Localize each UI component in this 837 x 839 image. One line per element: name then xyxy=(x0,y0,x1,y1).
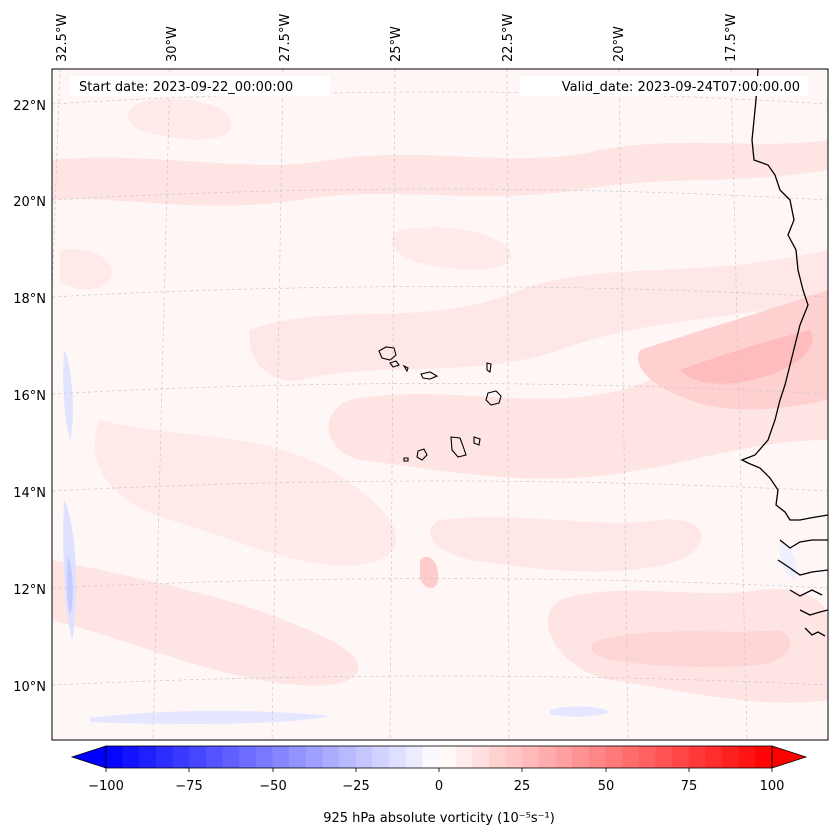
colorbar-segment xyxy=(372,746,390,768)
colorbar-segment xyxy=(289,746,307,768)
cbar-tick-label: −25 xyxy=(342,779,369,794)
colorbar-segment xyxy=(622,746,640,768)
colorbar-segment xyxy=(272,746,290,768)
lon-label-22-5w: 22.5°W xyxy=(501,14,516,62)
colorbar-segment xyxy=(688,746,706,768)
colorbar-segment xyxy=(605,746,623,768)
colorbar-segment xyxy=(572,746,590,768)
valid-date-label: Valid_date: 2023-09-24T07:00:00.00 xyxy=(562,80,800,95)
cbar-tick-label: 100 xyxy=(760,779,785,794)
graticule xyxy=(52,69,828,740)
longitude-labels: 32.5°W 30°W 27.5°W 25°W 22.5°W 20°W 17.5… xyxy=(55,14,739,62)
colorbar-segment xyxy=(122,746,140,768)
colorbar-segment xyxy=(755,746,773,768)
cbar-tick-label: −75 xyxy=(175,779,202,794)
lat-label-22n: 22°N xyxy=(13,99,46,114)
colorbar-segments xyxy=(106,746,773,768)
colorbar-segment xyxy=(455,746,473,768)
cbar-tick-label: 25 xyxy=(514,779,531,794)
lon-label-27-5w: 27.5°W xyxy=(278,14,293,62)
lon-label-25w: 25°W xyxy=(389,26,404,62)
positive-vorticity-contours xyxy=(52,99,828,703)
colorbar-segment xyxy=(389,746,407,768)
latitude-labels: 22°N 20°N 18°N 16°N 14°N 12°N 10°N xyxy=(13,99,46,695)
colorbar: −100 −75 −50 −25 0 25 50 75 100 925 hPa … xyxy=(70,745,808,826)
colorbar-segment xyxy=(672,746,690,768)
colorbar-segment xyxy=(505,746,523,768)
colorbar-segment xyxy=(139,746,157,768)
colorbar-ticks xyxy=(105,768,773,772)
colorbar-segment xyxy=(488,746,507,768)
cbar-tick-label: 0 xyxy=(435,779,443,794)
colorbar-segment xyxy=(722,746,740,768)
colorbar-tick-labels: −100 −75 −50 −25 0 25 50 75 100 xyxy=(88,779,784,794)
colorbar-segment xyxy=(422,746,440,768)
lat-label-10n: 10°N xyxy=(13,680,46,695)
colorbar-segment xyxy=(339,746,357,768)
colorbar-segment xyxy=(222,746,240,768)
colorbar-segment xyxy=(439,746,457,768)
colorbar-segment xyxy=(555,746,573,768)
cbar-tick-label: 75 xyxy=(681,779,698,794)
colorbar-extend-max xyxy=(771,745,808,769)
colorbar-segment xyxy=(305,746,324,768)
map-panel: Start date: 2023-09-22_00:00:00 Valid_da… xyxy=(52,69,828,740)
lon-label-30w: 30°W xyxy=(165,26,180,62)
cbar-tick-label: 50 xyxy=(598,779,615,794)
map-frame xyxy=(51,68,829,741)
cbar-tick-label: −100 xyxy=(88,779,124,794)
strong-vorticity-contours xyxy=(420,290,828,668)
lat-label-18n: 18°N xyxy=(13,292,46,307)
cape-verde-islands xyxy=(378,346,502,462)
colorbar-extend-min xyxy=(70,745,107,769)
colorbar-segment xyxy=(205,746,224,768)
colorbar-segment xyxy=(155,746,174,768)
colorbar-segment xyxy=(538,746,557,768)
colorbar-segment xyxy=(355,746,373,768)
colorbar-segment xyxy=(106,746,124,768)
colorbar-segment xyxy=(472,746,490,768)
start-date-label: Start date: 2023-09-22_00:00:00 xyxy=(79,80,293,95)
lat-label-14n: 14°N xyxy=(13,486,46,501)
colorbar-segment xyxy=(405,746,423,768)
colorbar-segment xyxy=(189,746,207,768)
coastline xyxy=(740,69,828,637)
colorbar-segment xyxy=(655,746,673,768)
lon-label-32-5w: 32.5°W xyxy=(55,14,70,62)
colorbar-segment xyxy=(255,746,274,768)
colorbar-segment xyxy=(705,746,723,768)
lat-label-12n: 12°N xyxy=(13,583,46,598)
colorbar-segment xyxy=(172,746,190,768)
lat-label-16n: 16°N xyxy=(13,389,46,404)
colorbar-segment xyxy=(588,746,607,768)
colorbar-segment xyxy=(322,746,340,768)
colorbar-segment xyxy=(638,746,657,768)
lon-label-20w: 20°W xyxy=(612,26,627,62)
colorbar-segment xyxy=(522,746,540,768)
lat-label-20n: 20°N xyxy=(13,195,46,210)
lon-label-17-5w: 17.5°W xyxy=(724,14,739,62)
valid-date-box xyxy=(520,76,808,96)
colorbar-segment xyxy=(239,746,257,768)
cbar-tick-label: −50 xyxy=(259,779,286,794)
colorbar-segment xyxy=(738,746,756,768)
start-date-box xyxy=(70,76,330,96)
colorbar-title: 925 hPa absolute vorticity (10⁻⁵s⁻¹) xyxy=(323,811,555,826)
